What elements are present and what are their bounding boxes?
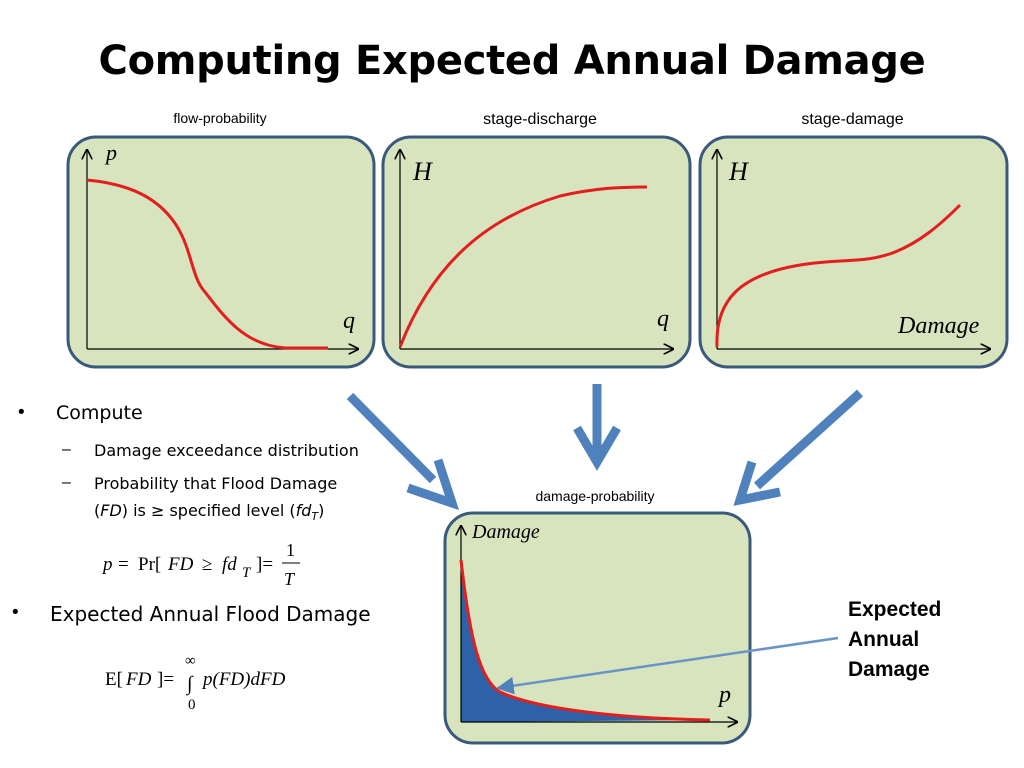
integral-lower-limit: 0	[188, 697, 196, 713]
panel-box	[698, 135, 1009, 369]
stage-damage-x-label: Damage	[897, 313, 980, 339]
formula-numerator: 1	[286, 540, 295, 560]
t-subscript: T	[311, 510, 319, 524]
flow-probability-x-label: q	[343, 308, 355, 334]
ead-line1: Expected	[848, 598, 942, 621]
flow-probability-panel	[66, 135, 376, 369]
stage-discharge-panel	[381, 135, 692, 369]
damage-probability-x-label: p	[717, 682, 731, 708]
dash: –	[62, 474, 71, 491]
stage-damage-y-label: H	[728, 157, 749, 186]
damage-probability-panel	[443, 511, 752, 745]
stage-damage-label: stage-damage	[801, 111, 904, 128]
probability-formula: p = Pr[ FD ≥ fd T ]= 1 T	[101, 540, 300, 589]
arrow-middle-head	[573, 425, 621, 471]
damage-probability-label: damage-probability	[535, 488, 655, 504]
formula2-integrand: p(FD)dFD	[201, 669, 286, 690]
ead-pointer-arrow	[496, 636, 839, 695]
integral-sign: ∫	[185, 673, 194, 696]
formula-ge: ≥	[202, 554, 212, 575]
arrow-right-head	[733, 460, 781, 506]
expected-annual-damage-area	[461, 560, 710, 722]
stage-discharge-y-label: H	[412, 157, 433, 186]
stage-discharge-x-label: q	[657, 306, 669, 332]
ead-line2: Annual	[848, 628, 920, 651]
sub-bullet-text-line1: Probability that Flood Damage	[94, 474, 338, 493]
formula-fd: FD	[167, 554, 194, 575]
expected-damage-formula: E[ FD ]= ∞ ∫ 0 p(FD)dFD	[105, 653, 286, 713]
expected-annual-damage-label: Expected Annual Damage	[848, 595, 941, 685]
stage-discharge-label: stage-discharge	[483, 111, 597, 128]
flow-probability-label: flow-probability	[173, 110, 267, 126]
flow-arrows	[346, 384, 864, 511]
bullet-expected-text: Expected Annual Flood Damage	[50, 602, 371, 626]
arrow-left	[346, 392, 437, 484]
stage-damage-curve	[715, 203, 962, 348]
formula2-close: ]=	[157, 669, 174, 690]
stage-discharge-curve	[398, 185, 648, 348]
flow-probability-y-label: p	[104, 140, 117, 165]
page-title: Computing Expected Annual Damage	[98, 38, 926, 84]
dash: –	[62, 441, 71, 458]
formula-close: ]=	[256, 554, 273, 575]
arrow-right	[753, 389, 864, 490]
formula-eq: =	[118, 554, 129, 575]
formula-denominator: T	[284, 569, 296, 589]
arrow-left-head	[406, 458, 460, 511]
flow-probability-curve	[86, 178, 328, 350]
sub-bullet-text-line2: (FD) is ≥ specified level (fdT)	[94, 501, 324, 523]
sub-bullet-text: Damage exceedance distribution	[94, 441, 359, 460]
formula-pr: Pr[	[138, 554, 161, 575]
damage-probability-y-label: Damage	[471, 521, 540, 543]
formula-p: p	[101, 554, 113, 575]
formula2-fd: FD	[125, 669, 152, 690]
ead-line3: Damage	[848, 658, 930, 681]
formula-t-subscript: T	[242, 565, 252, 581]
stage-damage-panel	[698, 135, 1009, 369]
panel-box	[381, 135, 692, 369]
bullet-dot: •	[18, 402, 25, 423]
fd-text: FD	[100, 501, 122, 520]
paren-open: (	[94, 501, 101, 520]
integral-upper-limit: ∞	[185, 653, 196, 669]
mid-text: ) is ≥ specified level (	[121, 501, 296, 520]
formula2-e: E[	[105, 669, 123, 690]
panel-box	[66, 135, 376, 369]
bullet-compute-text: Compute	[56, 402, 143, 424]
bullet-dot: •	[12, 602, 19, 623]
paren-close: )	[318, 501, 325, 520]
formula-fdt: fd	[222, 554, 237, 575]
fdt-text: fd	[295, 501, 312, 520]
